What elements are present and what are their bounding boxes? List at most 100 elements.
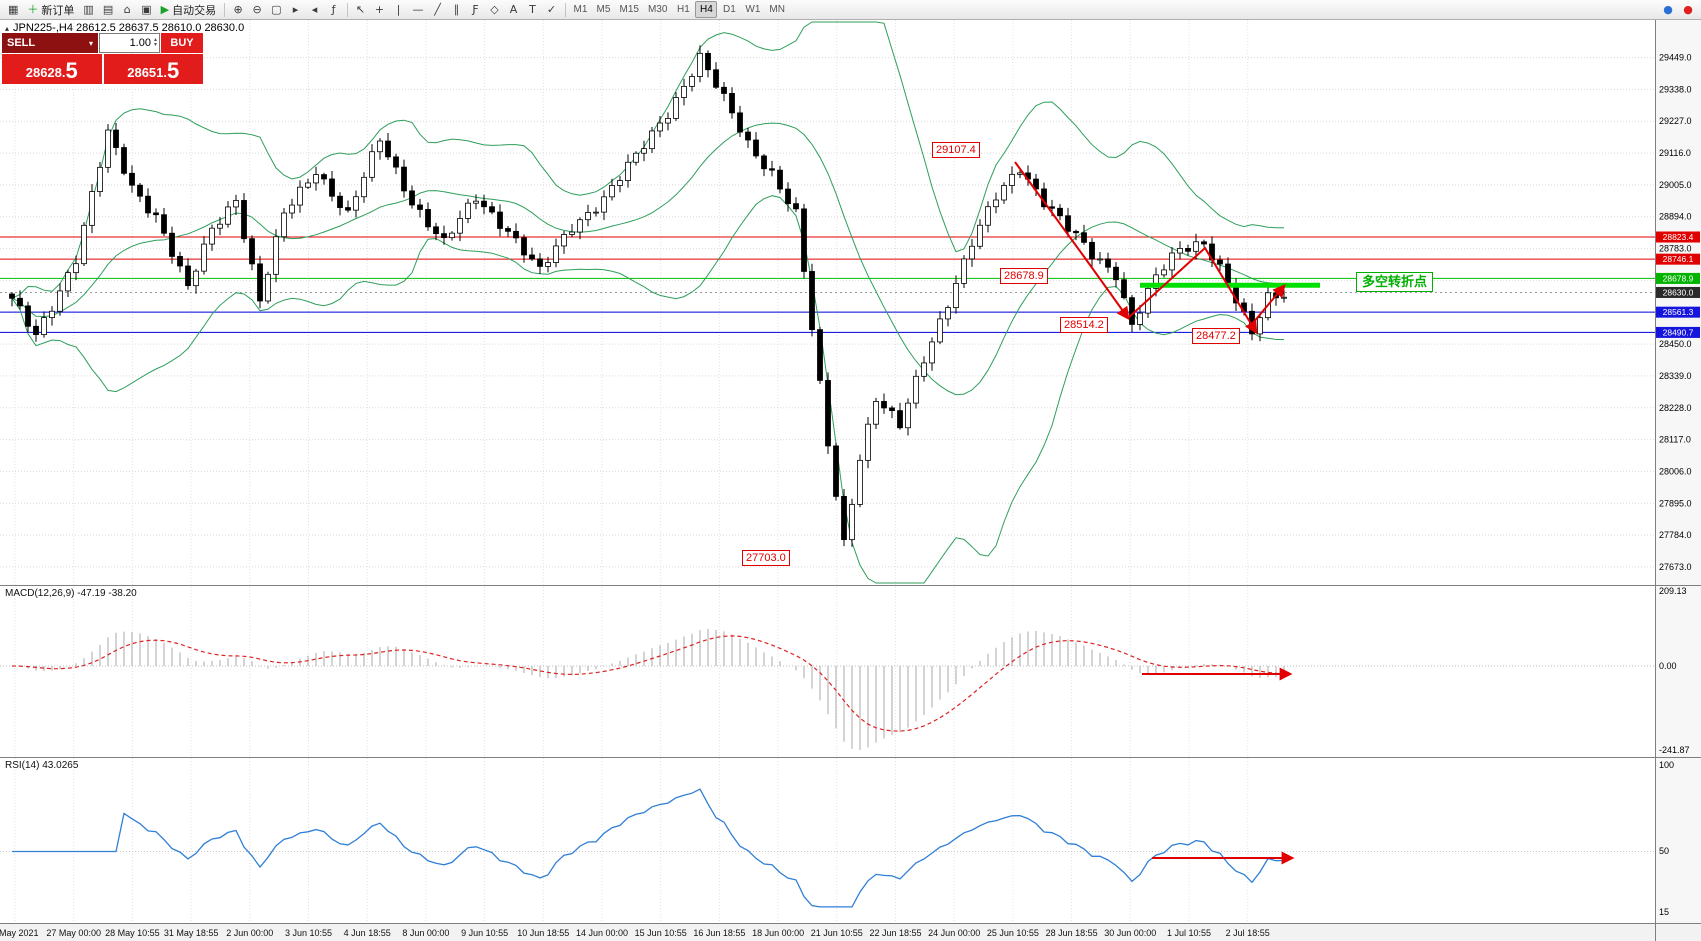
- sell-label: SELL: [7, 37, 36, 49]
- vertical-line-button[interactable]: |: [390, 1, 408, 18]
- svg-text:15: 15: [1659, 907, 1669, 917]
- timeframe-m15-button-label: M15: [619, 4, 639, 15]
- price-annotation: 27703.0: [742, 550, 790, 566]
- notifications-icon-button-icon: ●: [1683, 3, 1693, 16]
- zoom-in-button[interactable]: ⊕: [229, 1, 247, 18]
- macd-pane-layer: [0, 629, 1655, 750]
- channel-button[interactable]: ∥: [448, 1, 466, 18]
- timeframe-mn-button-label: MN: [769, 4, 785, 15]
- zoom-out-button-icon: ⊖: [252, 3, 262, 16]
- toolbar-separator: [564, 2, 566, 17]
- timeframe-h1-button[interactable]: H1: [672, 1, 694, 18]
- lot-size-input[interactable]: 1.00 ▴ ▾: [99, 33, 160, 53]
- text-button-icon: A: [509, 3, 518, 16]
- autotrading-button[interactable]: ▶ 自动交易: [157, 1, 220, 18]
- timeframe-d1-button[interactable]: D1: [718, 1, 740, 18]
- svg-text:30 Jun 00:00: 30 Jun 00:00: [1104, 928, 1156, 938]
- sell-price-main: 28628.: [25, 65, 66, 80]
- svg-text:1 Jul 10:55: 1 Jul 10:55: [1167, 928, 1211, 938]
- new-order-button-label: 新订单: [41, 4, 75, 17]
- buy-price-big-digit: 5: [167, 58, 180, 83]
- symbol-collapse-icon[interactable]: ▴: [5, 23, 10, 33]
- svg-text:27895.0: 27895.0: [1659, 498, 1692, 508]
- navigator-button[interactable]: ⌂: [118, 1, 136, 18]
- notifications-icon-button[interactable]: ●: [1679, 1, 1697, 18]
- community-icon-button[interactable]: ●: [1659, 1, 1677, 18]
- timeframe-w1-button[interactable]: W1: [741, 1, 764, 18]
- rsi-indicator-label: RSI(14) 43.0265: [5, 760, 79, 771]
- cursor-button[interactable]: ↖: [352, 1, 370, 18]
- terminal-button[interactable]: ▣: [137, 1, 155, 18]
- autotrading-button-label: 自动交易: [172, 4, 217, 17]
- price-annotation: 28678.9: [1000, 268, 1048, 284]
- auto-scroll-button[interactable]: ▸: [287, 1, 305, 18]
- indicators-button-icon: ƒ: [331, 3, 336, 16]
- price-annotation: 28477.2: [1192, 328, 1240, 344]
- zoom-out-button[interactable]: ⊖: [248, 1, 266, 18]
- market-watch-button[interactable]: ▥: [79, 1, 97, 18]
- timeframe-m5-button[interactable]: M5: [593, 1, 615, 18]
- svg-text:28339.0: 28339.0: [1659, 371, 1692, 381]
- svg-text:28746.1: 28746.1: [1663, 254, 1694, 264]
- sell-button[interactable]: SELL ▾: [2, 33, 98, 53]
- sell-price-big-digit: 5: [65, 58, 78, 83]
- label-button[interactable]: T: [524, 1, 542, 18]
- timeframe-m1-button[interactable]: M1: [570, 1, 592, 18]
- navigator-button-icon: ⌂: [123, 3, 131, 16]
- svg-text:29338.0: 29338.0: [1659, 84, 1692, 94]
- tile-windows-button[interactable]: ▢: [267, 1, 285, 18]
- data-window-button[interactable]: ▤: [99, 1, 117, 18]
- svg-text:4 Jun 18:55: 4 Jun 18:55: [344, 928, 391, 938]
- svg-text:28006.0: 28006.0: [1659, 466, 1692, 476]
- crosshair-button[interactable]: +: [371, 1, 389, 18]
- svg-text:28 May 10:55: 28 May 10:55: [105, 928, 160, 938]
- timeframe-w1-button-label: W1: [745, 4, 761, 15]
- indicators-button[interactable]: ƒ: [325, 1, 343, 18]
- svg-text:16 Jun 18:55: 16 Jun 18:55: [693, 928, 745, 938]
- timeframe-h4-button[interactable]: H4: [695, 1, 718, 18]
- svg-text:28 Jun 18:55: 28 Jun 18:55: [1046, 928, 1098, 938]
- spinner-down-icon[interactable]: ▾: [153, 42, 157, 48]
- svg-text:209.13: 209.13: [1659, 586, 1687, 596]
- svg-text:28490.7: 28490.7: [1663, 327, 1694, 337]
- symbol-info: ▴ JPN225-,H4 28612.5 28637.5 28610.0 286…: [5, 22, 244, 34]
- axis-layer: 29449.0 29338.0 29227.0 29116.0 29005.0 28894…: [0, 20, 1701, 941]
- svg-text:21 Jun 10:55: 21 Jun 10:55: [811, 928, 863, 938]
- sell-dropdown-icon[interactable]: ▾: [88, 38, 93, 48]
- sell-price-button[interactable]: 28628. 5: [2, 54, 102, 84]
- chart-shift-button-icon: ◂: [311, 3, 318, 16]
- lot-spinner[interactable]: ▴ ▾: [153, 37, 157, 48]
- horizontal-line-button[interactable]: —: [409, 1, 428, 18]
- new-chart-button[interactable]: ▦: [4, 1, 22, 18]
- svg-text:28117.0: 28117.0: [1659, 435, 1691, 445]
- timeframe-m1-button-label: M1: [573, 4, 588, 15]
- svg-text:100: 100: [1659, 760, 1674, 770]
- svg-text:18 Jun 00:00: 18 Jun 00:00: [752, 928, 804, 938]
- toolbar-right-group: ● ●: [1659, 1, 1697, 18]
- new-order-button[interactable]: ＋新订单: [23, 1, 78, 18]
- buy-price-button[interactable]: 28651. 5: [103, 54, 203, 84]
- timeframe-m15-button[interactable]: M15: [616, 1, 643, 18]
- svg-text:28228.0: 28228.0: [1659, 403, 1692, 413]
- shapes-button[interactable]: ◇: [486, 1, 504, 18]
- svg-text:5 May 2021: 5 May 2021: [0, 928, 39, 938]
- svg-text:15 Jun 10:55: 15 Jun 10:55: [635, 928, 687, 938]
- timeframe-m30-button[interactable]: M30: [644, 1, 671, 18]
- timeframe-mn-button[interactable]: MN: [765, 1, 789, 18]
- spinner-up-icon[interactable]: ▴: [153, 37, 157, 43]
- svg-text:-241.87: -241.87: [1659, 745, 1690, 755]
- buy-label: BUY: [170, 37, 194, 49]
- lot-value: 1.00: [129, 37, 151, 49]
- svg-text:9 Jun 10:55: 9 Jun 10:55: [461, 928, 508, 938]
- fibonacci-button[interactable]: Ƒ: [467, 1, 485, 18]
- buy-button[interactable]: BUY: [161, 33, 203, 53]
- data-window-button-icon: ▤: [102, 3, 114, 16]
- new-order-button-icon: ＋: [27, 3, 39, 16]
- svg-text:28561.3: 28561.3: [1663, 307, 1694, 317]
- trendline-button[interactable]: ╱: [429, 1, 447, 18]
- chart-shift-button[interactable]: ◂: [306, 1, 324, 18]
- arrows-button[interactable]: ✓: [543, 1, 561, 18]
- text-button[interactable]: A: [505, 1, 523, 18]
